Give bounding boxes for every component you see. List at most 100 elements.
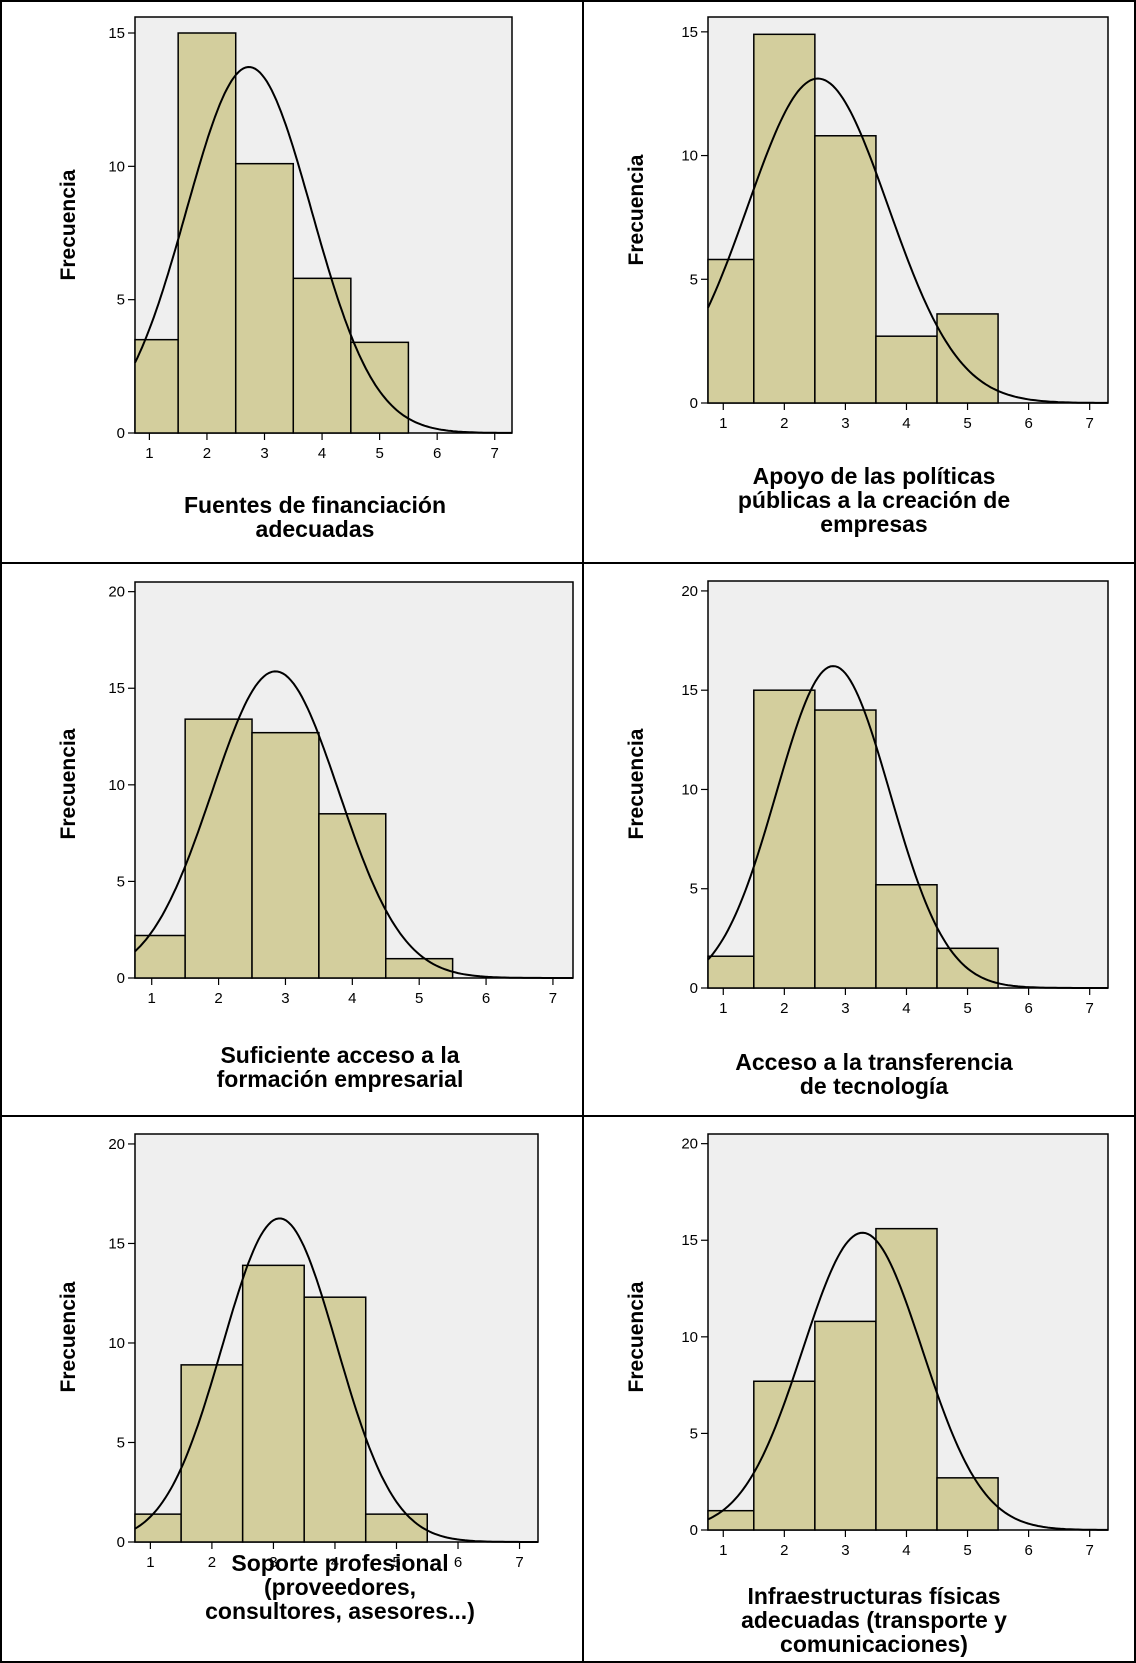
x-tick-label: 5 [415, 990, 423, 1007]
y-tick-label: 10 [108, 777, 125, 794]
normal-curve [134, 65, 512, 434]
x-tick-label: 3 [841, 1542, 849, 1559]
chart-panel-3: 0 5 10 15 20 1 2 3 4 5 6 7 Frecuencia Suficiente acc… [0, 564, 582, 1115]
x-tick-label: 6 [433, 445, 441, 462]
chart-panel-5: 0 5 10 15 20 1 2 3 4 5 6 7 Frecuencia Soporte profes… [0, 1117, 582, 1661]
x-tick-label: 1 [148, 990, 156, 1007]
x-tick-label: 1 [719, 1542, 727, 1559]
y-tick-label: 10 [108, 1335, 125, 1352]
y-axis-title: Frecuencia [625, 154, 648, 265]
x-tick-label: 1 [719, 415, 727, 432]
x-tick-label: 7 [1086, 1542, 1094, 1559]
x-tick-label: 6 [482, 990, 490, 1007]
y-tick-label: 20 [108, 584, 125, 601]
x-tick-label: 4 [902, 1000, 910, 1017]
chart-panel-4: 0 5 10 15 20 1 2 3 4 5 6 7 Frecuencia Acceso a la tr… [584, 564, 1134, 1115]
frame-divider-row-1 [0, 562, 1136, 564]
histogram-bar [753, 33, 816, 404]
y-tick-label: 15 [681, 1232, 698, 1249]
frame-divider-row-2 [0, 1115, 1136, 1117]
x-tick-label: 1 [146, 1554, 154, 1571]
x-tick-label: 4 [902, 1542, 910, 1559]
y-tick-label: 5 [117, 873, 125, 890]
normal-curve [707, 665, 1108, 989]
x-tick-label: 5 [392, 1554, 400, 1571]
x-tick-label: 4 [331, 1554, 339, 1571]
histogram-bar [707, 1509, 755, 1531]
x-tick-label: 3 [281, 990, 289, 1007]
chart-3-x-axis-title: Suficiente acceso a la formación empresa… [216, 1042, 464, 1092]
x-tick-label: 7 [1086, 1000, 1094, 1017]
y-tick-label: 10 [681, 1329, 698, 1346]
chart-5-svg: 0 5 10 15 20 1 2 3 4 5 6 7 Frecuencia [57, 1133, 539, 1571]
chart-panel-1: 0 5 10 15 1 2 3 4 5 6 7 Frecuencia Fuentes de finan… [0, 0, 582, 562]
x-tick-label: 5 [963, 415, 971, 432]
y-tick-label: 15 [108, 1235, 125, 1252]
y-axis-title: Frecuencia [625, 1281, 648, 1392]
chart-3-svg: 0 5 10 15 20 1 2 3 4 5 6 7 Frecuencia [57, 581, 574, 1007]
histogram-bar [251, 731, 320, 979]
y-tick-label: 15 [108, 25, 125, 42]
histogram-bar [814, 1320, 877, 1531]
y-tick-label: 20 [681, 1136, 698, 1153]
histogram-bar [318, 813, 387, 979]
x-tick-label: 4 [902, 415, 910, 432]
x-tick-label: 2 [780, 1542, 788, 1559]
x-tick-label: 1 [145, 445, 153, 462]
normal-curve [707, 77, 1108, 404]
y-tick-label: 0 [117, 1534, 125, 1551]
histogram-bar [184, 718, 253, 979]
x-tick-label: 6 [1024, 1000, 1032, 1017]
histogram-bar [303, 1296, 367, 1543]
histogram-bar [241, 1264, 305, 1543]
y-tick-label: 0 [690, 1522, 698, 1539]
y-tick-label: 5 [117, 292, 125, 309]
x-tick-label: 5 [963, 1000, 971, 1017]
x-tick-label: 4 [318, 445, 326, 462]
histogram-bar [134, 338, 179, 434]
y-tick-label: 0 [690, 980, 698, 997]
chart-panel-2: 0 5 10 15 1 2 3 4 5 6 7 Frecuencia Apoyo de las pol… [584, 0, 1134, 562]
histogram-bar [234, 162, 295, 434]
chart-1-svg: 0 5 10 15 1 2 3 4 5 6 7 Frecuencia [57, 16, 513, 462]
y-tick-label: 20 [108, 1136, 125, 1153]
y-tick-label: 10 [681, 148, 698, 165]
x-tick-label: 1 [719, 1000, 727, 1017]
chart-5-x-axis-title: Soporte profesional (proveedores, consul… [205, 1550, 475, 1624]
x-tick-label: 5 [375, 445, 383, 462]
y-axis-title: Frecuencia [57, 728, 80, 839]
x-tick-label: 2 [780, 415, 788, 432]
chart-4-svg: 0 5 10 15 20 1 2 3 4 5 6 7 Frecuencia [625, 580, 1109, 1017]
x-tick-label: 7 [1086, 415, 1094, 432]
x-tick-label: 7 [549, 990, 557, 1007]
x-tick-label: 4 [348, 990, 356, 1007]
x-tick-label: 5 [963, 1542, 971, 1559]
frame-border-bottom [0, 1661, 1136, 1663]
chart-2-svg: 0 5 10 15 1 2 3 4 5 6 7 Frecuencia [625, 16, 1109, 432]
y-tick-label: 0 [690, 395, 698, 412]
y-tick-label: 5 [690, 271, 698, 288]
histogram-bar [875, 335, 938, 404]
frame-divider-vertical [582, 0, 584, 1663]
histogram-bar [134, 934, 186, 979]
x-tick-label: 2 [780, 1000, 788, 1017]
y-tick-label: 5 [690, 881, 698, 898]
y-tick-label: 20 [681, 583, 698, 600]
histogram-bar [753, 689, 816, 989]
frame-border-right [1134, 0, 1136, 1663]
y-axis-title: Frecuencia [57, 169, 80, 280]
normal-curve [134, 1217, 538, 1543]
histogram-bar [180, 1364, 244, 1543]
histogram-bar [134, 1513, 182, 1543]
frame-border-top [0, 0, 1136, 2]
x-tick-label: 3 [841, 415, 849, 432]
x-tick-label: 3 [841, 1000, 849, 1017]
histogram-bar [707, 258, 755, 404]
normal-curve [707, 1231, 1108, 1531]
chart-1-x-axis-title: Fuentes de financiación adecuadas [184, 492, 446, 542]
y-axis-title: Frecuencia [57, 1281, 80, 1392]
y-tick-label: 10 [108, 158, 125, 175]
chart-2-x-axis-title: Apoyo de las políticas públicas a la cre… [737, 463, 1011, 537]
x-tick-label: 6 [1024, 1542, 1032, 1559]
